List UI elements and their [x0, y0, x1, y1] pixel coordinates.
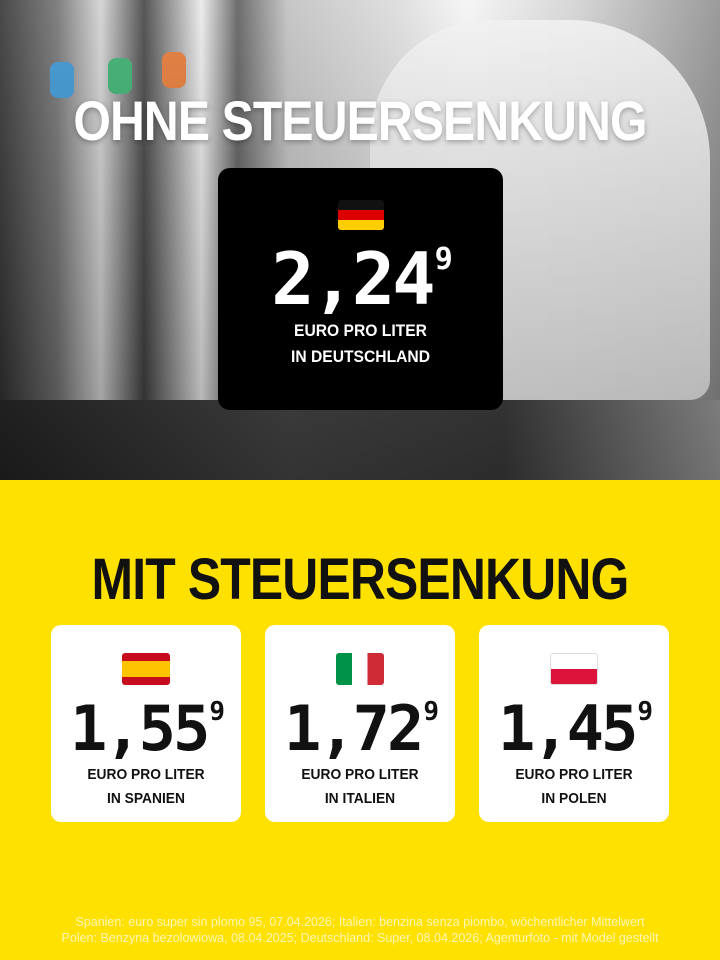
germany-unit: EURO PRO LITER	[294, 321, 427, 340]
spain-country: IN SPANIEN	[107, 790, 185, 807]
heading-without-tax-cut: OHNE STEUERSENKUNG	[73, 89, 647, 152]
germany-price: 2,249	[271, 237, 453, 321]
germany-price-box: 2,249 EURO PRO LITER IN DEUTSCHLAND	[218, 168, 503, 410]
spain-price: 1,559	[70, 692, 225, 765]
italy-country: IN ITALIEN	[324, 790, 396, 807]
poland-country: IN POLEN	[541, 790, 607, 807]
photo-ground	[0, 400, 720, 480]
pump-nozzle	[162, 52, 186, 88]
spain-price-card: 1,559 EURO PRO LITER IN SPANIEN	[51, 625, 241, 822]
pump-nozzle	[108, 58, 132, 94]
italy-price: 1,729	[284, 692, 439, 765]
heading-with-tax-cut: MIT STEUERSENKUNG	[91, 547, 630, 612]
pump-nozzle	[50, 62, 74, 98]
flag-spain-icon	[122, 653, 170, 685]
italy-unit: EURO PRO LITER	[301, 766, 419, 783]
poland-price-card: 1,459 EURO PRO LITER IN POLEN	[479, 625, 669, 822]
footnote-line-1: Spanien: euro super sin plomo 95, 07.04.…	[75, 915, 645, 929]
flag-poland-icon	[550, 653, 598, 685]
poland-price: 1,459	[498, 692, 653, 765]
source-footnote: Spanien: euro super sin plomo 95, 07.04.…	[0, 914, 720, 946]
poland-unit: EURO PRO LITER	[515, 766, 633, 783]
italy-price-card: 1,729 EURO PRO LITER IN ITALIEN	[265, 625, 455, 822]
flag-italy-icon	[336, 653, 384, 685]
spain-unit: EURO PRO LITER	[87, 766, 205, 783]
germany-country: IN DEUTSCHLAND	[290, 347, 431, 366]
flag-germany-icon	[337, 200, 384, 230]
background-photo-gas-station	[0, 0, 720, 480]
footnote-line-2: Polen: Benzyna bezolowiowa, 08.04.2025; …	[61, 931, 659, 945]
